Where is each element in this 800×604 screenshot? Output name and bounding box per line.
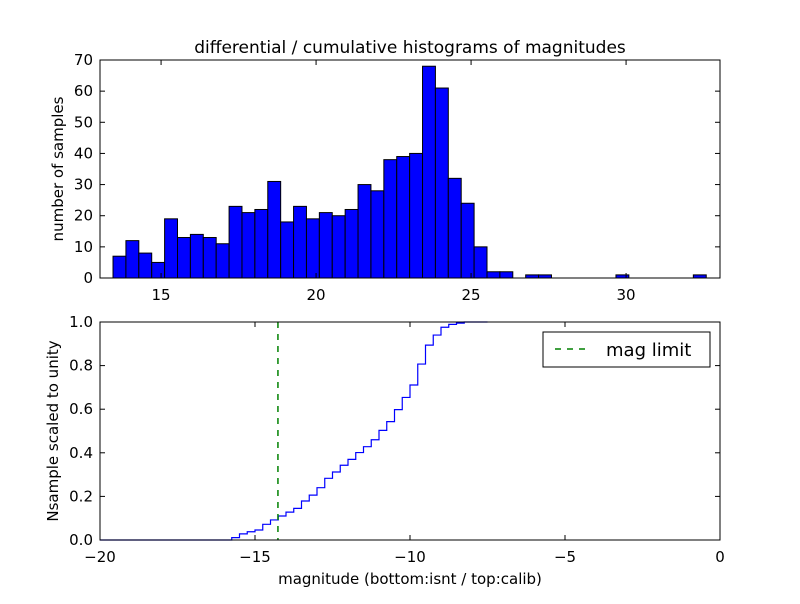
x-tick-label: −10 (394, 548, 426, 566)
histogram-bar (241, 212, 256, 279)
histogram-bar (151, 261, 166, 279)
histogram-bar (434, 87, 449, 279)
y-tick-label: 0.4 (69, 444, 93, 462)
histogram-bar (357, 184, 372, 279)
y-tick-label: 70 (74, 51, 93, 69)
histogram-bar (499, 271, 514, 279)
y-tick-label: 30 (74, 176, 93, 194)
bottom-cumulative-plot: −20 −15 −10 −5 0 0.0 0.2 0.4 0.6 0.8 1.0 (69, 313, 725, 566)
bottom-y-axis-label: Nsample scaled to unity (44, 340, 62, 521)
histogram-bar (344, 208, 359, 279)
y-tick-label: 50 (74, 113, 93, 131)
histogram-bar (305, 218, 320, 279)
histogram-bar (370, 190, 385, 279)
y-tick-label: 60 (74, 82, 93, 100)
histogram-bar (422, 65, 436, 279)
y-tick-label: 0 (83, 269, 93, 287)
y-tick-label: 0.6 (69, 400, 93, 418)
plot-frame (99, 59, 721, 279)
histogram-bar (215, 243, 230, 279)
x-tick-label: −20 (84, 548, 116, 566)
chart-title: differential / cumulative histograms of … (194, 38, 626, 58)
histogram-bar (125, 240, 140, 279)
histogram-bar (164, 218, 179, 279)
y-tick-label: 0.0 (69, 531, 93, 549)
histogram-bar (228, 205, 243, 279)
y-tick-label: 1.0 (69, 313, 93, 331)
top-histogram: 15 20 25 30 0 10 20 30 40 50 60 70 (74, 51, 721, 304)
x-tick-label: 15 (152, 286, 171, 304)
x-tick-label: −5 (554, 548, 576, 566)
top-y-axis-label: number of samples (49, 96, 67, 241)
histogram-bar (396, 156, 411, 279)
x-tick-label: 30 (617, 286, 636, 304)
histogram-bar (254, 208, 269, 279)
bottom-x-axis-label: magnitude (bottom:isnt / top:calib) (278, 570, 542, 588)
histogram-bar (447, 177, 462, 279)
x-tick-label: 20 (307, 286, 326, 304)
histogram-bar (138, 252, 153, 279)
y-tick-label: 0.2 (69, 487, 93, 505)
histogram-bar (202, 237, 217, 279)
y-tick-label: 10 (74, 238, 93, 256)
histogram-bar (460, 202, 475, 279)
legend: mag limit (542, 331, 711, 368)
histogram-bar (486, 271, 501, 279)
histogram-bar (112, 255, 127, 279)
histogram-bar (280, 221, 295, 279)
x-tick-label: 25 (462, 286, 481, 304)
histogram-bar (177, 237, 191, 279)
x-tick-label: −15 (239, 548, 271, 566)
histogram-bar (383, 159, 398, 279)
histogram-bar (473, 246, 488, 279)
y-tick-label: 0.8 (69, 357, 93, 375)
histogram-bar (318, 212, 333, 279)
histogram-bar (189, 233, 204, 279)
histogram-bar (331, 215, 346, 279)
y-tick-label: 20 (74, 207, 93, 225)
x-tick-label: 0 (715, 548, 725, 566)
histogram-bar (293, 205, 307, 279)
histogram-bar (409, 152, 424, 279)
cumulative-step-line (100, 321, 488, 541)
legend-label: mag limit (606, 340, 691, 361)
y-tick-label: 40 (74, 144, 93, 162)
histogram-bar (267, 180, 282, 279)
